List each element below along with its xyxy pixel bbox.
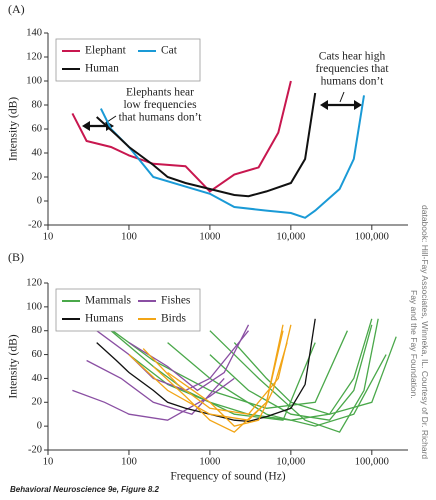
legend-label: Mammals: [85, 295, 132, 307]
annotation: Cats hear high: [319, 51, 386, 63]
y-tick-label: 100: [26, 75, 42, 86]
x-tick-label: 10,000: [276, 456, 305, 467]
annotation: low frequencies: [123, 99, 197, 111]
y-tick-label: 140: [26, 27, 42, 38]
line: [71, 80, 292, 193]
y-tick-label: 20: [32, 397, 43, 408]
x-tick-label: 100: [121, 456, 137, 467]
curve: [209, 324, 373, 421]
legend-label: Human: [85, 63, 119, 75]
legend-label: Birds: [161, 313, 186, 325]
x-tick-label: 100: [121, 231, 137, 242]
x-tick-label: 100,000: [355, 231, 389, 242]
curve: [96, 330, 250, 392]
annotation: that humans don’t: [119, 112, 203, 124]
annotation: Elephants hear: [126, 87, 194, 99]
curve: [233, 336, 397, 415]
annotation: humans don’t: [321, 76, 385, 88]
y-tick-label: 120: [26, 277, 42, 288]
x-tick-label: 10,000: [276, 231, 305, 242]
panel-label: (B): [8, 250, 24, 264]
x-tick-label: 100,000: [355, 456, 389, 467]
curve: [72, 377, 235, 421]
legend-box: [55, 38, 201, 82]
annotation: frequencies that: [315, 63, 389, 75]
curve: [128, 318, 373, 421]
y-tick-label: 100: [26, 301, 42, 312]
curve: [167, 342, 387, 427]
x-tick-label: 10: [43, 456, 54, 467]
curve: [128, 324, 250, 392]
footer: Behavioral Neuroscience 9e, Figure 8.2: [10, 485, 160, 494]
panel-label: (A): [8, 2, 25, 16]
credit: Fay and the Fay Foundation.: [409, 290, 419, 399]
line: [96, 92, 317, 198]
line: [100, 95, 365, 219]
curve: [142, 324, 292, 415]
y-axis-label: Intensity (dB): [8, 334, 20, 398]
x-axis-label: Frequency of sound (Hz): [170, 471, 285, 483]
curve: [167, 342, 288, 427]
x-tick-label: 10: [43, 231, 54, 242]
y-tick-label: 120: [26, 51, 42, 62]
y-tick-label: 40: [32, 373, 43, 384]
y-tick-label: 60: [32, 123, 43, 134]
arrows: [82, 91, 362, 131]
curve: [104, 324, 348, 409]
y-tick-label: 40: [32, 147, 43, 158]
x-tick-label: 1000: [199, 231, 220, 242]
y-tick-label: 60: [32, 349, 43, 360]
y-tick-label: 80: [32, 325, 43, 336]
legend-label: Fishes: [161, 295, 191, 307]
y-tick-label: 0: [37, 195, 42, 206]
y-tick-label: 0: [37, 421, 42, 432]
y-tick-label: -20: [28, 219, 42, 230]
legend-label: Cat: [161, 45, 178, 57]
y-tick-label: 80: [32, 99, 43, 110]
credit: databook: Hill-Fay Associates, Winneka, …: [420, 205, 430, 459]
y-axis-label: Intensity (dB): [8, 97, 20, 161]
y-tick-label: -20: [28, 444, 42, 455]
legend-label: Humans: [85, 313, 124, 325]
x-tick-label: 1000: [199, 456, 220, 467]
legend-label: Elephant: [85, 45, 127, 57]
curve: [209, 318, 379, 433]
y-tick-label: 20: [32, 171, 43, 182]
curve: [152, 330, 284, 433]
legend-box: [55, 288, 201, 332]
